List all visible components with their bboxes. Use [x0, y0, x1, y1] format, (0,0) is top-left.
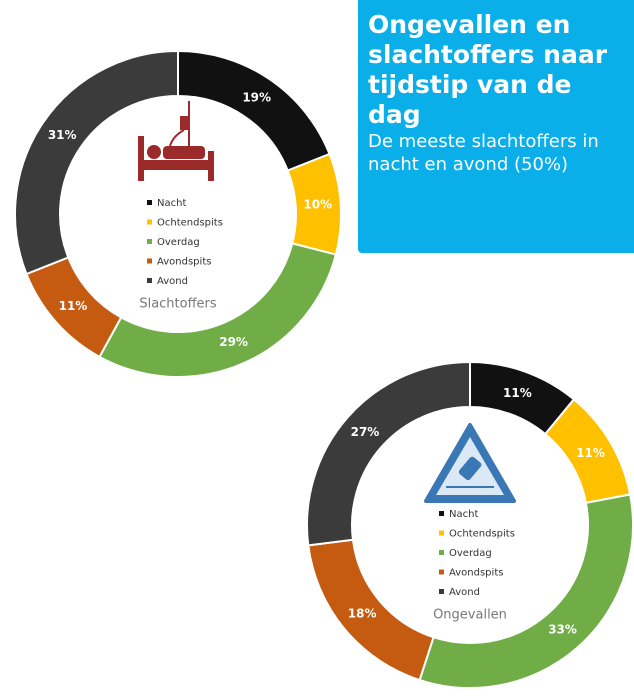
- legend-swatch: [147, 258, 152, 264]
- warning-icon: [424, 423, 516, 503]
- donut-segment: [306, 360, 471, 547]
- bed-part: [180, 116, 189, 130]
- bed-part: [163, 146, 205, 159]
- bed-part: [169, 129, 185, 147]
- legend-swatch: [439, 530, 444, 536]
- legend-label: Nacht: [449, 509, 478, 520]
- bed-part: [142, 160, 212, 170]
- legend-label: Nacht: [157, 198, 186, 209]
- data-label: 27%: [351, 425, 380, 439]
- car: [458, 456, 482, 481]
- bed-part: [138, 136, 144, 181]
- bed-part: [188, 101, 190, 146]
- legend-swatch: [439, 511, 444, 516]
- legend-label: Avond: [449, 587, 480, 598]
- data-label: 11%: [59, 299, 88, 313]
- bed-icon: [138, 101, 214, 181]
- data-label: 11%: [576, 446, 605, 460]
- data-label: 31%: [48, 128, 77, 142]
- legend-swatch: [147, 200, 152, 205]
- subtitle: De meeste slachtoffers in nacht en avond…: [368, 131, 599, 175]
- data-label: 29%: [219, 335, 248, 349]
- chart-title: Ongevallen: [433, 608, 507, 623]
- legend-swatch: [439, 550, 444, 555]
- legend-label: Overdag: [157, 237, 200, 248]
- data-label: 33%: [548, 623, 577, 637]
- legend-label: Avond: [157, 276, 188, 287]
- title-box: Ongevallen en slachtoffers naar tijdstip…: [358, 0, 634, 253]
- data-label: 19%: [242, 91, 271, 105]
- legend-swatch: [147, 219, 152, 225]
- legend-swatch: [439, 589, 444, 594]
- legend-swatch: [147, 239, 152, 244]
- donut-segment: [14, 49, 179, 276]
- data-label: 18%: [348, 607, 377, 621]
- bed-part: [147, 145, 161, 159]
- legend-label: Overdag: [449, 548, 492, 559]
- legend-label: Avondspits: [449, 568, 503, 579]
- donut-segment: [98, 242, 338, 378]
- legend-label: Ochtendspits: [157, 218, 223, 229]
- title: Ongevallen en slachtoffers naar tijdstip…: [368, 10, 608, 129]
- data-label: 11%: [503, 386, 532, 400]
- legend-swatch: [439, 569, 444, 575]
- legend-label: Avondspits: [157, 257, 211, 268]
- chart-title: Slachtoffers: [139, 297, 217, 312]
- legend-swatch: [147, 278, 152, 283]
- legend-label: Ochtendspits: [449, 529, 515, 540]
- data-label: 10%: [303, 198, 332, 212]
